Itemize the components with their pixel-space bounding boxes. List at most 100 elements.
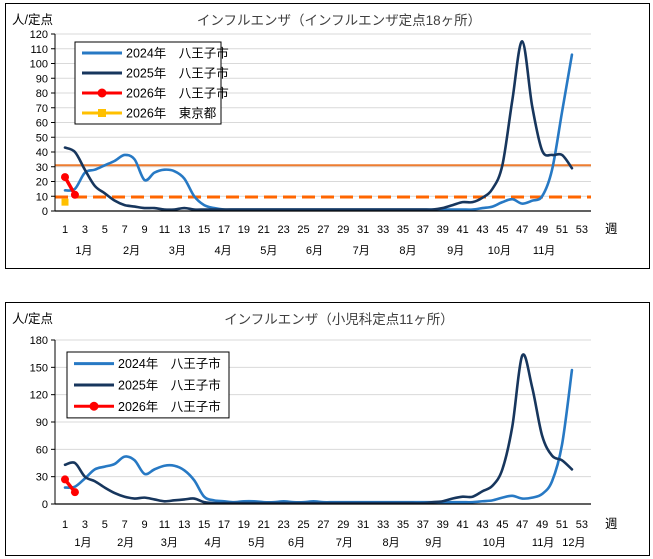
month-label: 5月 [248, 537, 265, 549]
week-tick-label: 37 [417, 519, 429, 531]
y-tick-label: 30 [36, 472, 48, 484]
week-tick-label: 7 [122, 224, 128, 236]
week-tick-label: 53 [576, 519, 588, 531]
month-label: 12月 [562, 537, 585, 549]
series-marker-circle [70, 488, 79, 497]
month-label: 3月 [169, 245, 186, 257]
influenza-pediatric11-chart-panel: 0 30 60 90 120 150 180 1 3 5 7 9 11 13 15 17 19 21 23 25 27 2… [5, 302, 650, 556]
week-tick-label: 29 [337, 224, 349, 236]
week-tick-label: 3 [82, 519, 88, 531]
y-axis-unit-label: 人/定点 [12, 12, 53, 27]
chart-title: インフルエンザ（インフルエンザ定点18ヶ所） [197, 13, 481, 28]
y-tick-label: 40 [36, 147, 48, 159]
week-tick-label: 19 [238, 519, 250, 531]
month-label: 5月 [260, 245, 277, 257]
week-tick-label: 53 [576, 224, 588, 236]
week-tick-label: 15 [198, 519, 210, 531]
y-tick-label: 20 [36, 177, 48, 189]
series-marker-circle [70, 190, 79, 199]
week-tick-label: 13 [178, 519, 190, 531]
week-tick-label: 45 [496, 519, 508, 531]
week-tick-label: 9 [141, 224, 147, 236]
week-tick-label: 33 [377, 224, 389, 236]
week-tick-label: 35 [397, 224, 409, 236]
y-tick-label: 60 [36, 118, 48, 130]
month-label: 8月 [399, 245, 416, 257]
y-tick-label: 110 [30, 44, 48, 56]
x-axis-unit-label: 週 [605, 517, 618, 531]
week-tick-label: 23 [278, 224, 290, 236]
month-label: 7月 [353, 245, 370, 257]
week-tick-label: 35 [397, 519, 409, 531]
week-tick-label: 45 [496, 224, 508, 236]
week-tick-label: 11 [159, 519, 170, 531]
week-tick-label: 11 [159, 224, 170, 236]
week-tick-label: 3 [82, 224, 88, 236]
month-label: 11月 [532, 537, 554, 549]
series-marker-circle [61, 173, 69, 182]
y-tick-label: 0 [42, 499, 48, 511]
week-tick-label: 21 [258, 519, 270, 531]
y-tick-label: 60 [36, 444, 48, 456]
week-tick-label: 31 [357, 224, 369, 236]
week-tick-label: 51 [556, 224, 568, 236]
month-label: 9月 [425, 537, 442, 549]
month-label: 6月 [306, 245, 323, 257]
series-marker-square [61, 198, 69, 206]
week-tick-label: 43 [476, 519, 488, 531]
month-label: 3月 [161, 537, 178, 549]
week-tick-label: 41 [456, 519, 468, 531]
y-tick-label: 70 [36, 103, 48, 115]
week-tick-label: 37 [417, 224, 429, 236]
week-tick-label: 5 [102, 224, 108, 236]
week-tick-label: 21 [258, 224, 270, 236]
month-label: 4月 [205, 537, 222, 549]
week-tick-label: 27 [317, 224, 329, 236]
y-tick-label: 120 [30, 29, 48, 41]
legend-label: 2024年 八王子市 [118, 356, 221, 371]
week-tick-label: 33 [377, 519, 389, 531]
legend-label: 2026年 八王子市 [126, 86, 229, 101]
legend-marker-square [98, 109, 106, 117]
week-tick-label: 25 [297, 224, 309, 236]
week-tick-label: 9 [141, 519, 147, 531]
week-tick-label: 1 [62, 224, 68, 236]
week-tick-label: 49 [536, 224, 548, 236]
chart-title: インフルエンザ（小児科定点11ヶ所） [224, 312, 454, 327]
week-tick-label: 47 [516, 519, 528, 531]
y-tick-label: 180 [30, 335, 48, 347]
y-tick-label: 90 [36, 73, 48, 85]
week-tick-label: 5 [102, 519, 108, 531]
legend: 2024年 八王子市 2025年 八王子市 2026年 八王子市 [66, 351, 230, 419]
week-tick-label: 17 [218, 224, 230, 236]
week-tick-label: 19 [238, 224, 250, 236]
y-tick-label: 50 [36, 132, 48, 144]
week-tick-label: 23 [278, 519, 290, 531]
y-tick-label: 0 [42, 206, 48, 218]
week-tick-label: 39 [437, 519, 449, 531]
legend-label: 2025年 八王子市 [126, 66, 229, 81]
legend-label: 2026年 八王子市 [118, 399, 221, 414]
series-line [63, 353, 574, 505]
series-line [63, 40, 574, 212]
month-label: 11月 [533, 245, 555, 257]
x-axis-unit-label: 週 [605, 222, 618, 236]
month-label: 1月 [75, 245, 92, 257]
week-tick-label: 29 [337, 519, 349, 531]
week-tick-label: 25 [297, 519, 309, 531]
y-tick-label: 100 [30, 59, 48, 71]
month-label: 6月 [288, 537, 305, 549]
y-axis-unit-label: 人/定点 [12, 311, 53, 326]
month-label: 7月 [336, 537, 353, 549]
month-label: 1月 [74, 537, 91, 549]
y-tick-label: 80 [36, 88, 48, 100]
week-tick-label: 43 [476, 224, 488, 236]
y-tick-label: 150 [30, 362, 48, 374]
month-label: 9月 [447, 245, 464, 257]
week-tick-label: 39 [437, 224, 449, 236]
week-tick-label: 15 [198, 224, 210, 236]
legend-marker-circle [97, 88, 107, 98]
